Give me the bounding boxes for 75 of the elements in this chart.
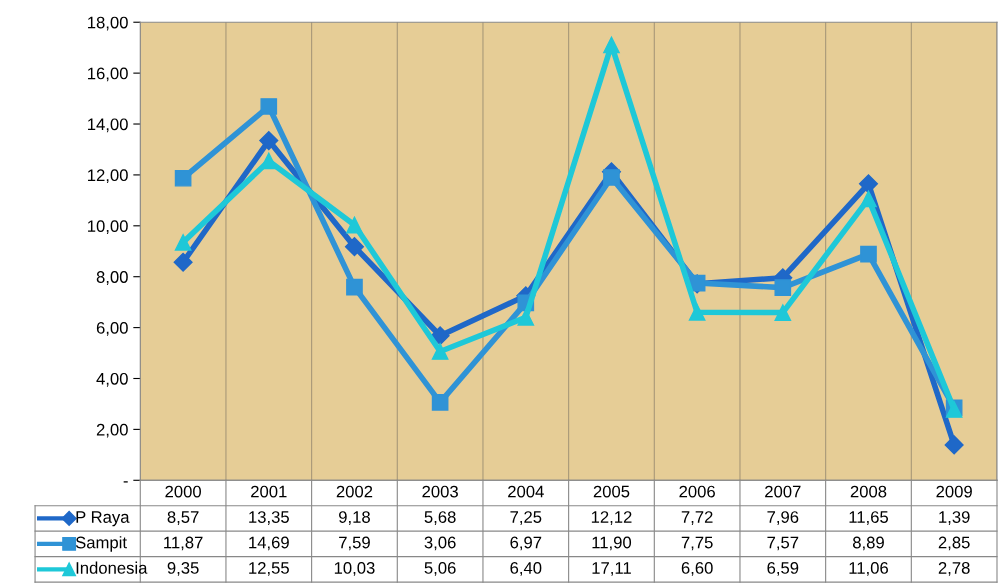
point xyxy=(774,304,792,321)
data-label: 7,72 xyxy=(681,511,713,525)
y-tick-label: 12,00 xyxy=(88,169,128,184)
point xyxy=(346,278,363,296)
data-label: 9,35 xyxy=(167,562,199,576)
point xyxy=(174,234,192,251)
data-label: 12,12 xyxy=(591,511,632,525)
x-tick-label: 2004 xyxy=(508,485,544,498)
y-tick-label: 6,00 xyxy=(96,322,128,336)
point xyxy=(860,245,877,263)
y-tick-label: 2,00 xyxy=(96,423,128,438)
data-label: 11,87 xyxy=(164,536,203,551)
point xyxy=(259,131,279,151)
point xyxy=(860,190,877,208)
data-label: 2,78 xyxy=(938,562,970,576)
data-label: 14,69 xyxy=(249,536,289,551)
point xyxy=(430,326,450,346)
point xyxy=(173,252,193,272)
data-label: 5,68 xyxy=(424,511,456,525)
x-tick-label: 2001 xyxy=(251,485,287,498)
point xyxy=(431,343,449,360)
data-label: 7,57 xyxy=(767,536,799,551)
x-tick-label: 2006 xyxy=(679,485,715,498)
data-label: 12,55 xyxy=(249,562,289,576)
point xyxy=(260,98,278,115)
data-label: 11,90 xyxy=(592,536,632,551)
y-tick-label: 4,00 xyxy=(96,372,128,387)
point xyxy=(603,169,620,186)
data-label: 1,39 xyxy=(939,511,970,525)
data-label: 10,03 xyxy=(334,562,375,576)
data-label: 13,35 xyxy=(249,511,289,525)
data-label: 6,40 xyxy=(510,562,542,576)
point xyxy=(346,216,363,234)
y-tick-label: 16,00 xyxy=(88,67,128,82)
data-label: 2,85 xyxy=(938,536,970,551)
data-label: 11,06 xyxy=(849,562,888,576)
point xyxy=(858,174,879,194)
x-tick-label: 2003 xyxy=(422,485,458,498)
legend-label: P Raya xyxy=(76,511,130,527)
data-label: 6,97 xyxy=(510,536,542,551)
x-tick-label: 2005 xyxy=(593,485,630,498)
point xyxy=(688,303,706,321)
point xyxy=(774,279,792,296)
data-label: 8,89 xyxy=(852,536,884,551)
y-tick-label: 18,00 xyxy=(88,16,128,31)
x-tick-label: 2007 xyxy=(765,485,801,498)
point xyxy=(344,237,364,257)
data-label: 5,06 xyxy=(424,562,456,576)
y-tick-label: 10,00 xyxy=(88,220,128,234)
point xyxy=(260,152,278,170)
data-label: 7,75 xyxy=(681,536,713,551)
x-tick-label: 2000 xyxy=(165,485,201,498)
y-tick-label: 14,00 xyxy=(88,118,128,133)
y-tick-label: 8,00 xyxy=(96,271,128,285)
legend-label: Sampit xyxy=(75,536,127,552)
point xyxy=(431,394,449,411)
y-tick-label: - xyxy=(123,481,128,483)
x-tick-label: 2008 xyxy=(850,485,887,498)
data-label: 7,59 xyxy=(339,536,370,551)
point xyxy=(603,36,620,54)
data-label: 6,59 xyxy=(767,562,799,576)
data-label: 7,25 xyxy=(510,511,542,525)
point xyxy=(944,435,964,455)
legend-label: Indonesia xyxy=(76,561,148,574)
data-label: 7,96 xyxy=(767,511,799,525)
x-tick-label: 2002 xyxy=(336,485,373,498)
data-label: 3,06 xyxy=(424,536,456,551)
data-label: 6,60 xyxy=(681,562,713,576)
point xyxy=(174,169,192,187)
data-label: 9,18 xyxy=(339,511,370,525)
data-label: 17,11 xyxy=(592,562,631,576)
data-label: 11,65 xyxy=(849,511,889,525)
x-tick-label: 2009 xyxy=(936,485,972,498)
point xyxy=(517,309,535,326)
data-label: 8,57 xyxy=(167,511,199,525)
